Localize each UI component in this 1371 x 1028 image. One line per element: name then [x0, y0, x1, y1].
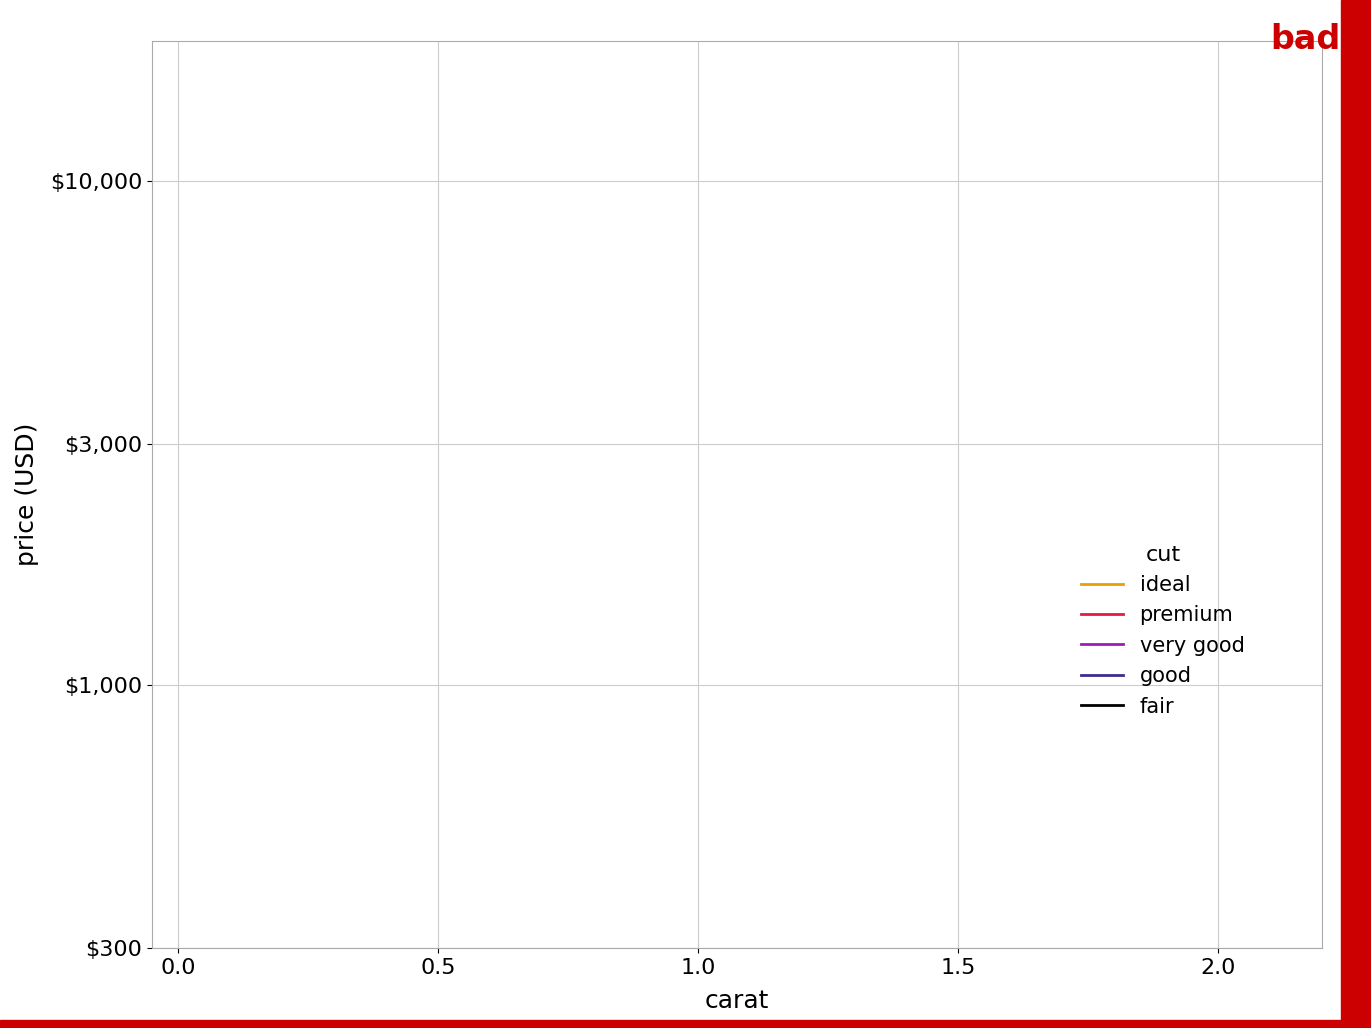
Legend: ideal, premium, very good, good, fair: ideal, premium, very good, good, fair [1073, 537, 1253, 725]
Text: bad: bad [1271, 23, 1341, 56]
X-axis label: carat: carat [705, 989, 769, 1013]
Y-axis label: price (USD): price (USD) [15, 423, 38, 566]
